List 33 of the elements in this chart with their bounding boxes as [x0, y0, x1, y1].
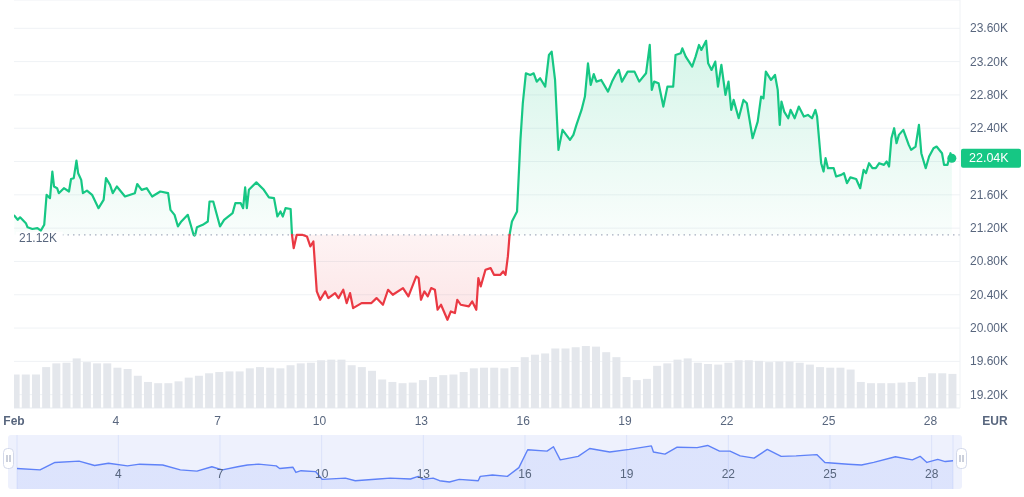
y-tick-label: 19.20K [970, 387, 1009, 402]
x-tick-label: 7 [214, 414, 222, 428]
y-tick-label: 23.60K [970, 21, 1009, 36]
y-tick-label: 21.20K [970, 221, 1009, 236]
y-tick-label: 23.20K [970, 54, 1009, 69]
x-tick-label: 22 [721, 467, 736, 481]
x-tick-label: 25 [823, 467, 837, 481]
x-tick-label: 4 [112, 414, 120, 428]
y-tick-label: 22.40K [970, 121, 1009, 136]
x-tick-label: 13 [416, 467, 431, 481]
x-tick-label: 10 [312, 414, 327, 428]
x-tick-label: 25 [821, 414, 836, 428]
annotation: 22.04K [969, 151, 1010, 166]
y-tick-label: 22.80K [970, 87, 1009, 102]
x-tick-label: 13 [414, 414, 429, 428]
y-tick-label: 20.40K [970, 287, 1009, 302]
x-tick-label: 28 [923, 414, 938, 428]
x-tick-label: 16 [516, 414, 531, 428]
x-tick-label: 10 [314, 467, 329, 481]
y-axis-title: EUR [982, 414, 1008, 428]
x-tick-label: 22 [720, 414, 734, 428]
x-tick-label: 4 [114, 467, 122, 481]
x-tick-label: 19 [619, 467, 634, 481]
x-tick-label: 16 [518, 467, 532, 481]
x-tick-label: 7 [216, 467, 224, 481]
y-tick-label: 20.00K [970, 321, 1009, 336]
x-tick-label: 28 [924, 467, 939, 481]
x-tick-label: 19 [618, 414, 632, 428]
ref-line-label: 21.12K [19, 231, 58, 246]
y-tick-label: 20.80K [970, 254, 1009, 269]
y-tick-label: 19.60K [970, 354, 1009, 369]
y-tick-label: 21.60K [970, 187, 1009, 202]
x-tick-label: Feb [3, 414, 25, 428]
